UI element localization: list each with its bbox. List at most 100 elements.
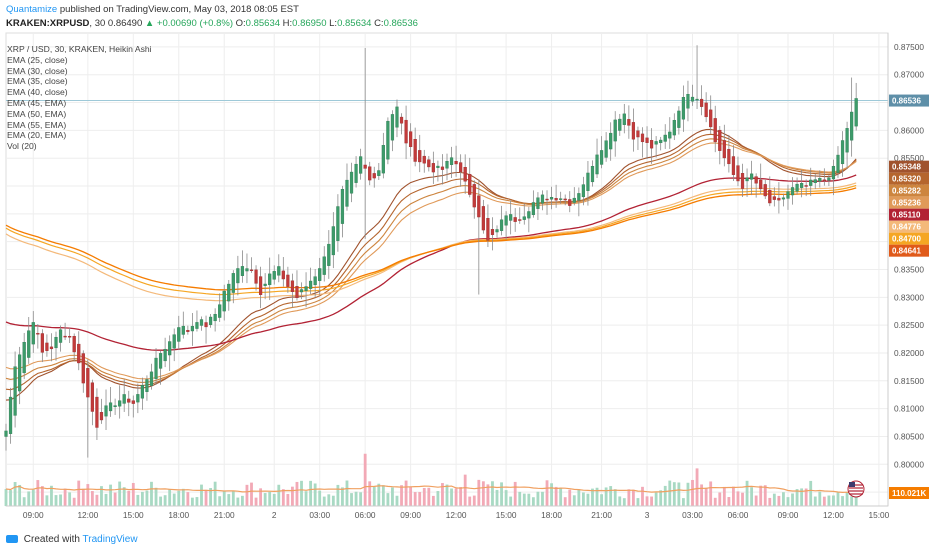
- candle: [627, 105, 631, 139]
- candle: [504, 211, 508, 240]
- volume-bar: [300, 480, 303, 506]
- candle: [463, 154, 467, 194]
- legend-ema-55[interactable]: EMA (55, EMA): [7, 119, 67, 130]
- legend-ema-20[interactable]: EMA (20, EMA): [7, 130, 67, 141]
- candle: [399, 113, 404, 135]
- candle-body: [372, 173, 376, 179]
- candle-body: [268, 273, 272, 286]
- ema-line-7: [5, 187, 857, 291]
- candle: [245, 253, 249, 284]
- legend-ema-50[interactable]: EMA (50, EMA): [7, 108, 67, 119]
- candle: [299, 282, 304, 300]
- candle-body: [672, 119, 676, 136]
- candle-body: [518, 219, 522, 221]
- volume-bar: [850, 496, 854, 506]
- price-label-text: 0.84641: [892, 247, 921, 256]
- candle-body: [222, 290, 226, 312]
- chart-area[interactable]: 0.875000.870000.865000.860000.855000.850…: [4, 31, 930, 531]
- candle: [618, 113, 622, 136]
- legend-ema-40[interactable]: EMA (40, close): [7, 87, 68, 98]
- volume-bar: [131, 482, 135, 506]
- candle-body: [95, 396, 99, 428]
- volume-bar: [159, 496, 162, 506]
- symbol-name[interactable]: KRAKEN:XRPUSD: [6, 18, 90, 29]
- candle-body: [486, 218, 490, 241]
- volume-bar: [431, 495, 435, 506]
- legend-ema-45[interactable]: EMA (45, EMA): [7, 97, 67, 108]
- candle: [340, 185, 345, 238]
- candle: [686, 80, 690, 122]
- price-tick-label: 0.87500: [894, 42, 924, 52]
- candle-body: [554, 198, 558, 201]
- price-tick-label: 0.83000: [894, 292, 924, 302]
- candle: [590, 160, 595, 187]
- volume-bar: [295, 481, 299, 506]
- volume-bar: [413, 492, 417, 506]
- volume-bar: [441, 483, 444, 506]
- candle-body: [122, 394, 126, 404]
- candle-body: [663, 134, 667, 142]
- volume-bar: [786, 497, 790, 506]
- candle-body: [609, 132, 613, 150]
- volume-bar: [418, 492, 422, 506]
- ema-line-4: [5, 174, 857, 351]
- candle: [713, 105, 717, 153]
- volume-bar: [572, 495, 576, 506]
- candle-body: [313, 276, 317, 286]
- candle-body: [263, 283, 267, 286]
- candle-body: [668, 131, 672, 139]
- candle-body: [622, 113, 626, 125]
- candle-body: [627, 119, 631, 126]
- candle-body: [559, 198, 563, 200]
- candle-body: [86, 368, 90, 398]
- candle-body: [63, 335, 67, 338]
- volume-bar: [241, 495, 244, 506]
- legend-ema-30[interactable]: EMA (30, close): [7, 65, 68, 76]
- time-axis: 09:00 12:00 15:00 18:00 21:00 2 03:00 06:00 09:0…: [6, 505, 890, 520]
- candle-body: [163, 348, 167, 362]
- candle-body: [131, 400, 135, 404]
- candle: [613, 111, 617, 157]
- volume-bar: [450, 488, 453, 506]
- volume-bar: [695, 468, 699, 506]
- price-chart[interactable]: 0.875000.870000.865000.860000.855000.850…: [4, 31, 930, 531]
- candle: [472, 180, 476, 219]
- candle: [131, 395, 135, 418]
- volume-bar: [486, 484, 490, 506]
- time-tick-label: 21:00: [214, 510, 235, 520]
- volume-bar: [259, 488, 263, 506]
- price-label-box: [889, 244, 929, 257]
- author-name[interactable]: Quantamize: [6, 4, 58, 15]
- volume-bar: [682, 498, 685, 506]
- volume-bar: [195, 497, 199, 506]
- candle: [113, 398, 117, 415]
- volume-bar: [832, 495, 835, 506]
- candle: [149, 363, 154, 390]
- price-tick-label: 0.86000: [894, 125, 924, 135]
- candle-body: [772, 196, 776, 200]
- legend-ema-25[interactable]: EMA (25, close): [7, 54, 68, 65]
- legend-vol[interactable]: Vol (20): [7, 141, 37, 152]
- legend-title[interactable]: XRP / USD, 30, KRAKEN, Heikin Ashi: [7, 44, 152, 54]
- volume-bar: [86, 484, 90, 506]
- candle-body: [208, 316, 213, 325]
- price-tick-label: 0.82500: [894, 320, 924, 330]
- tradingview-brand-link[interactable]: TradingView: [82, 534, 138, 545]
- volume-bar: [113, 492, 117, 506]
- volume-bar: [359, 492, 363, 506]
- volume-bar: [104, 493, 108, 506]
- candle-body: [22, 342, 26, 374]
- candle: [81, 350, 85, 393]
- legend-ema-35[interactable]: EMA (35, close): [7, 76, 68, 87]
- volume-bar: [250, 482, 253, 506]
- candle: [313, 269, 317, 298]
- volume-bar: [772, 493, 776, 506]
- volume-bar: [818, 491, 822, 506]
- candle-body: [577, 193, 581, 201]
- grid-lines: [6, 33, 888, 506]
- price-label-text: 0.84700: [892, 235, 921, 244]
- volume-bar: [791, 493, 794, 506]
- volume-bar: [604, 487, 608, 506]
- candle: [718, 125, 722, 165]
- candle: [18, 346, 22, 405]
